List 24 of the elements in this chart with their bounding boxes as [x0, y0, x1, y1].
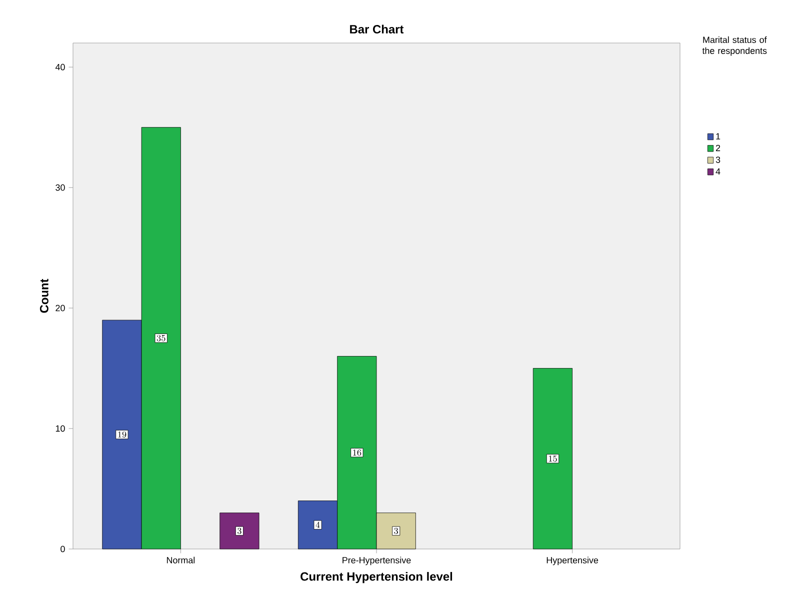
legend-label: 2	[716, 144, 720, 152]
legend-label: 3	[716, 156, 720, 163]
legend-label: 4	[716, 168, 720, 174]
y-tick-label: 20	[56, 304, 65, 312]
legend-title: Marital status of the respondents	[702, 36, 767, 56]
data-label: 3	[238, 528, 242, 534]
y-axis-title: Count	[40, 278, 48, 313]
y-tick-label: 0	[60, 546, 65, 552]
bar	[220, 512, 260, 550]
y-tick-label: 10	[56, 425, 65, 432]
chart-title: Bar Chart	[350, 24, 404, 34]
data-label: 15	[548, 456, 557, 462]
x-tick-label: Hypertensive	[546, 556, 598, 566]
y-tick-label: 40	[55, 64, 65, 70]
legend-label: 1	[716, 133, 720, 140]
data-label: 35	[156, 335, 166, 342]
x-tick-label: Pre-Hypertensive	[342, 556, 411, 566]
x-axis-title: Current Hypertension level	[300, 572, 452, 584]
data-label: 4	[316, 522, 320, 528]
data-label: 3	[394, 528, 398, 534]
y-tick-label: 30	[56, 184, 65, 191]
x-tick-label: Normal	[166, 556, 195, 564]
data-label: 16	[353, 450, 362, 456]
data-label: 19	[118, 431, 126, 438]
